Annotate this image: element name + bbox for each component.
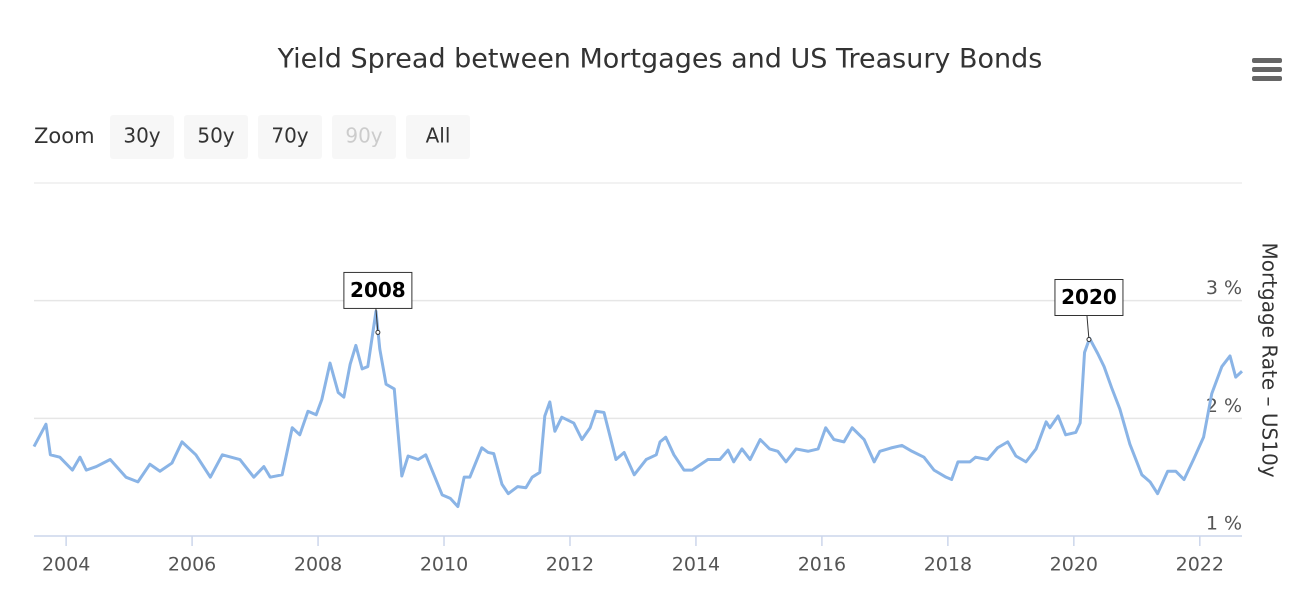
- x-tick-label: 2014: [672, 554, 720, 576]
- series-line: [32, 309, 1244, 509]
- zoom-button-label: All: [426, 124, 451, 148]
- chart-title: Yield Spread between Mortgages and US Tr…: [277, 44, 1043, 75]
- x-tick-label: 2006: [168, 554, 216, 576]
- menu-bar: [1252, 76, 1282, 81]
- zoom-button-label: 50y: [197, 124, 234, 148]
- menu-bar: [1252, 58, 1282, 63]
- menu-bar: [1252, 67, 1282, 72]
- zoom-button-bg[interactable]: [184, 115, 248, 159]
- annotation-box: [343, 271, 413, 309]
- y-tick-label: 2 %: [1206, 395, 1242, 417]
- zoom-button-bg: [332, 115, 396, 159]
- x-tick-label: 2018: [924, 554, 972, 576]
- x-tick-label: 2004: [42, 554, 90, 576]
- zoom-button-label: 90y: [345, 124, 382, 148]
- y-tick-label: 3 %: [1206, 277, 1242, 299]
- menu-button[interactable]: [1250, 55, 1284, 85]
- x-tick-label: 2016: [798, 554, 846, 576]
- zoom-button-bg[interactable]: [258, 115, 322, 159]
- x-tick-label: 2022: [1176, 554, 1224, 576]
- y-axis-title: Mortgage Rate – US10y: [1258, 242, 1282, 477]
- x-tick-label: 2008: [294, 554, 342, 576]
- zoom-button-bg[interactable]: [110, 115, 174, 159]
- annotation-connector: [375, 308, 379, 333]
- zoom-button-label: 70y: [271, 124, 308, 148]
- zoom-button-label: 30y: [123, 124, 160, 148]
- zoom-button-bg[interactable]: [406, 115, 470, 159]
- y-tick-label: 1 %: [1206, 513, 1242, 535]
- annotation-connector: [1086, 315, 1090, 340]
- zoom-button[interactable]: All: [406, 115, 470, 159]
- zoom-label: Zoom: [34, 124, 95, 148]
- annotation-label: 2008: [350, 278, 406, 302]
- annotation-point: [375, 329, 381, 335]
- x-tick-label: 2010: [420, 554, 468, 576]
- x-tick-label: 2012: [546, 554, 594, 576]
- x-tick-label: 2020: [1050, 554, 1098, 576]
- zoom-button: 90y: [332, 115, 396, 159]
- zoom-button[interactable]: 30y: [110, 115, 174, 159]
- annotation-label: 2020: [1061, 285, 1117, 309]
- annotation-box: [1054, 278, 1124, 316]
- annotation-point: [1086, 336, 1092, 342]
- zoom-button[interactable]: 70y: [258, 115, 322, 159]
- zoom-button[interactable]: 50y: [184, 115, 248, 159]
